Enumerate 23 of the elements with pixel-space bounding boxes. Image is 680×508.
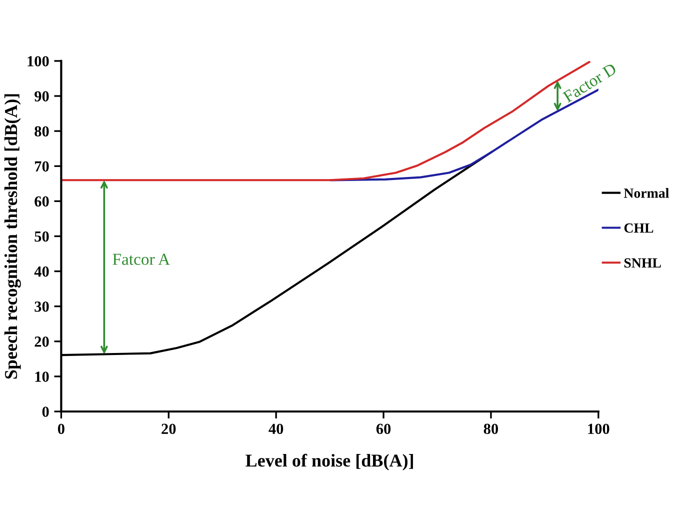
y-tick-label: 0 [42, 406, 49, 417]
legend-label: Normal [624, 188, 669, 198]
x-tick-label: 0 [58, 424, 64, 434]
x-tick-label: 60 [376, 424, 391, 434]
legend-label: CHL [624, 223, 654, 233]
y-tick-label: 60 [34, 196, 49, 207]
x-tick-label: 80 [484, 424, 498, 434]
y-tick-label: 10 [35, 372, 49, 382]
y-tick-label: 40 [34, 266, 49, 277]
y-tick-label: 30 [34, 301, 49, 312]
x-tick-label: 40 [268, 424, 284, 434]
y-tick-label: 50 [34, 231, 49, 242]
y-tick-label: 80 [34, 126, 49, 137]
x-tick-label: 100 [588, 424, 610, 434]
y-tick-label: 100 [28, 56, 49, 66]
legend-label: SNHL [624, 258, 661, 268]
y-tick-label: 90 [34, 91, 49, 102]
x-axis-title: Level of noise [dB(A)] [246, 454, 413, 470]
y-tick-label: 70 [34, 161, 49, 172]
y-axis-title: Speech recognition threshold [dB(A)] [4, 94, 21, 379]
y-tick-label: 20 [34, 336, 49, 347]
annotation: Fatcor A [112, 254, 170, 265]
x-tick-label: 20 [162, 424, 176, 434]
